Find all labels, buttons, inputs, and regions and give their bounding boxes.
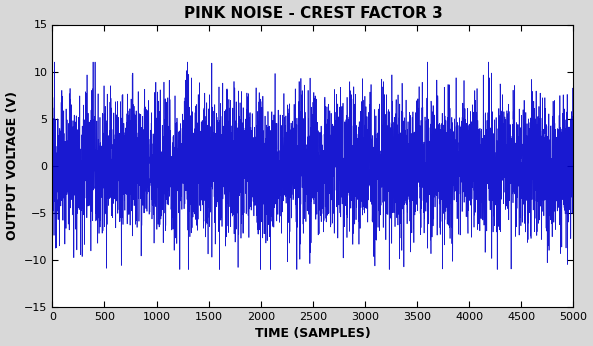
Y-axis label: OUTPUT VOLTAGE (V): OUTPUT VOLTAGE (V)	[5, 91, 18, 240]
X-axis label: TIME (SAMPLES): TIME (SAMPLES)	[255, 327, 371, 340]
Title: PINK NOISE - CREST FACTOR 3: PINK NOISE - CREST FACTOR 3	[183, 6, 442, 20]
